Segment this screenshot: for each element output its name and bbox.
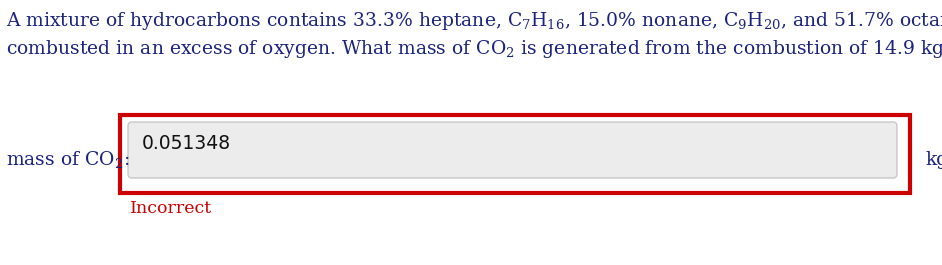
FancyBboxPatch shape: [128, 122, 897, 178]
Text: 0.051348: 0.051348: [142, 134, 231, 153]
Text: mass of $\mathregular{CO_2}$:: mass of $\mathregular{CO_2}$:: [6, 149, 129, 170]
FancyBboxPatch shape: [120, 115, 910, 193]
Text: A mixture of hydrocarbons contains 33.3% heptane, $\mathregular{C_7H_{16}}$, 15.: A mixture of hydrocarbons contains 33.3%…: [6, 10, 942, 32]
Text: Incorrect: Incorrect: [130, 200, 212, 217]
Text: combusted in an excess of oxygen. What mass of $\mathregular{CO_2}$ is generated: combusted in an excess of oxygen. What m…: [6, 38, 942, 60]
Text: kg: kg: [925, 151, 942, 169]
